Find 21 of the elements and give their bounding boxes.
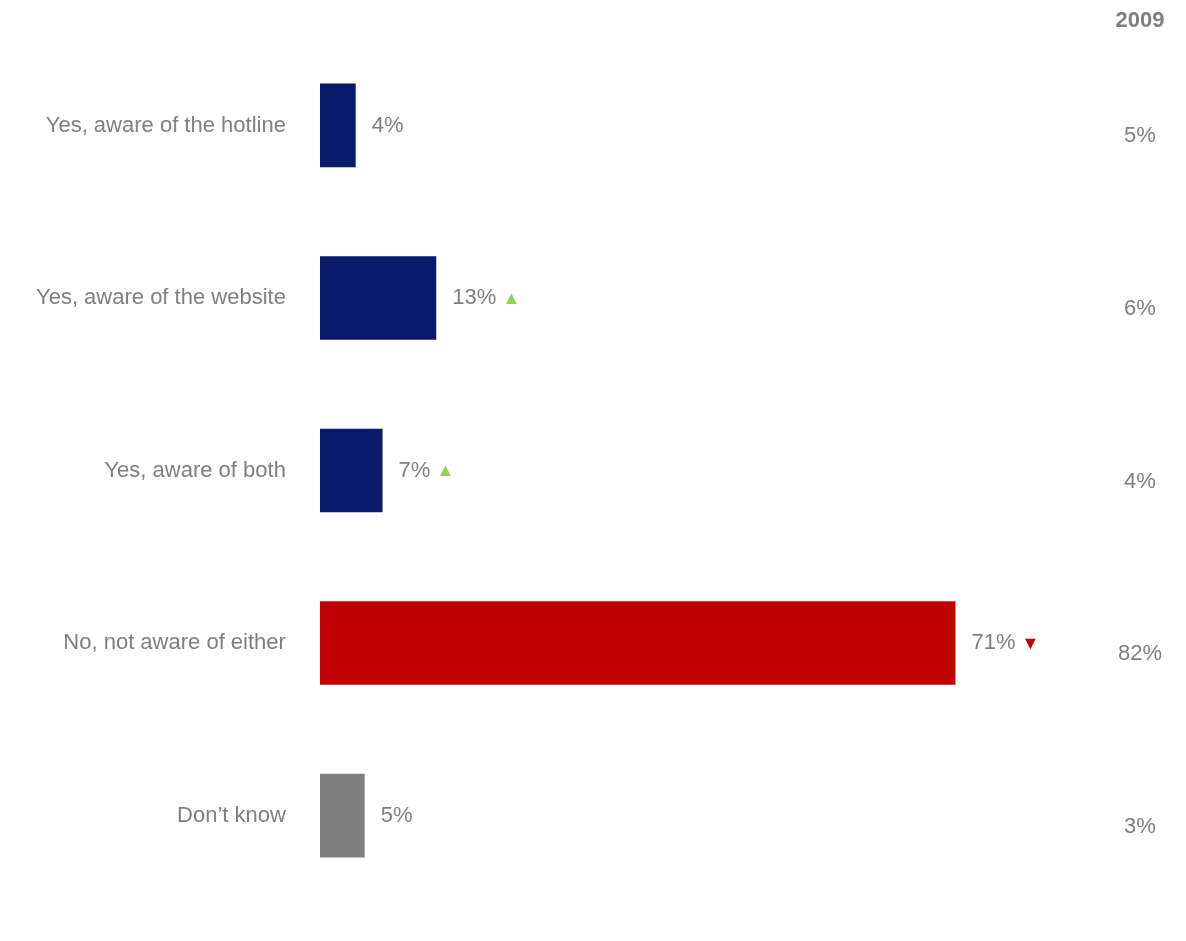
bar [319,428,383,513]
data-label: 5% [380,801,413,827]
y-tick-label: Yes, aware of the website [35,284,286,310]
data-label: 71% ▼ [971,629,1040,655]
y-tick-label: Yes, aware of both [104,456,286,482]
text: 3% [1124,812,1156,839]
text: 4% [1124,467,1156,494]
text: 6% [1124,294,1156,321]
bar [319,256,437,340]
y-tick-label: Don’t know [177,801,286,827]
text: 82% [1117,640,1163,667]
data-label: 4% [371,111,404,137]
bar [319,601,956,685]
y-tick-label: No, not aware of either [63,629,286,655]
y-tick-label: Yes, aware of the hotline [45,111,286,137]
bar [319,773,365,858]
text: 2009 [1115,7,1165,33]
text: 5% [1124,122,1156,149]
bar [319,83,356,168]
data-label: 7% ▲ [398,456,455,482]
data-label: 13% ▲ [452,284,521,310]
